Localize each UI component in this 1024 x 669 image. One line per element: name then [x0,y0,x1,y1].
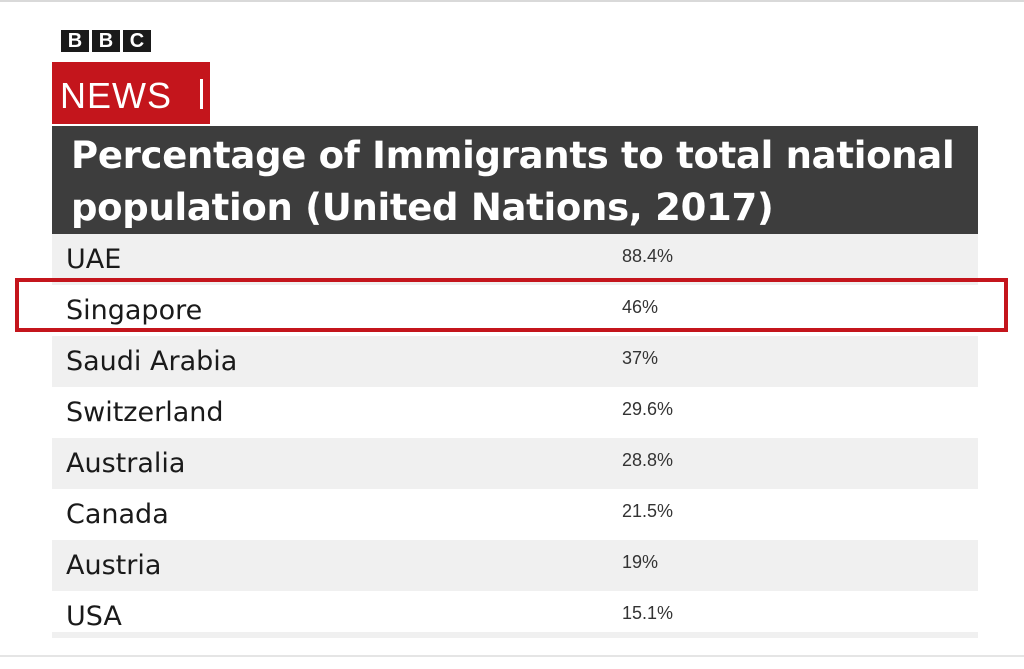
percentage-cell: 15.1% [622,603,674,623]
percentage-cell: 21.5% [622,501,674,521]
country-cell: Austria [66,550,162,581]
percentage-cell: 88.4% [622,246,674,266]
country-cell: UAE [66,244,122,275]
table-row: Saudi Arabia 37% [52,336,978,387]
table-header: Percentage of Immigrants to total nation… [52,126,978,234]
country-cell: Canada [66,499,169,530]
highlight-box [15,278,1008,332]
percentage-cell: 29.6% [622,399,674,419]
percentage-cell: 28.8% [622,450,674,470]
table-row: Switzerland 29.6% [52,387,978,438]
top-border [0,0,1024,2]
percentage-cell: 19% [622,552,659,572]
country-cell: Saudi Arabia [66,346,238,377]
bbc-logo: B B C [61,30,151,52]
table-row: Singapore 46% [52,285,978,336]
table-row: USA 15.1% [52,591,978,642]
news-logo-bar [200,79,203,109]
bbc-logo-letter: B [92,30,120,52]
table-footer-strip [52,632,978,638]
country-cell: Switzerland [66,397,224,428]
table-row: Canada 21.5% [52,489,978,540]
percentage-cell: 46% [622,297,659,317]
chart-title: Percentage of Immigrants to total nation… [71,134,955,229]
news-logo: NEWS [52,62,210,124]
country-cell: Singapore [66,295,203,326]
table-row: Australia 28.8% [52,438,978,489]
country-cell: Australia [66,448,186,479]
bbc-logo-letter: C [123,30,151,52]
data-table: UAE 88.4% Singapore 46% Saudi Arabia 37% Switz… [52,234,978,642]
bbc-logo-letter: B [61,30,89,52]
table-row: Austria 19% [52,540,978,591]
table-row: UAE 88.4% [52,234,978,285]
country-cell: USA [66,601,122,632]
percentage-cell: 37% [622,348,659,368]
news-logo-text: NEWS [60,75,172,116]
bottom-border [0,655,1024,657]
